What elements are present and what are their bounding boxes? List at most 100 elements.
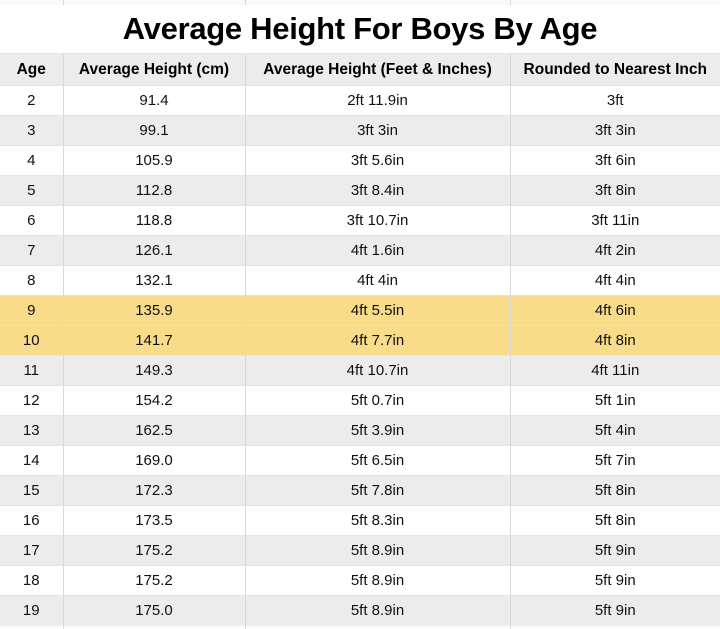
cell-rounded-inch: 5ft 9in (509, 565, 720, 596)
cell-age: 11 (0, 355, 63, 386)
cell-height-cm: 172.3 (62, 475, 245, 506)
table-row: 9 135.9 4ft 5.5in 4ft 6in (0, 295, 720, 326)
cell-height-cm: 175.2 (62, 565, 245, 596)
table-header: Age Average Height (cm) Average Height (… (0, 53, 720, 86)
cell-age: 19 (0, 595, 63, 626)
column-header-cm: Average Height (cm) (62, 53, 245, 86)
cropped-cell (245, 625, 510, 629)
cell-rounded-inch: 5ft 8in (509, 505, 720, 536)
table-row: 18 175.2 5ft 8.9in 5ft 9in (0, 565, 720, 596)
cell-height-feet-inches: 5ft 3.9in (244, 415, 510, 446)
height-table: Age Average Height (cm) Average Height (… (0, 53, 720, 626)
cropped-cell (0, 626, 63, 629)
cell-height-feet-inches: 3ft 10.7in (244, 205, 510, 236)
cell-height-feet-inches: 3ft 5.6in (244, 145, 510, 176)
table-row: 6 118.8 3ft 10.7in 3ft 11in (0, 205, 720, 236)
cropped-cell (510, 625, 720, 629)
cropped-row-top (0, 0, 720, 5)
cell-age: 4 (0, 145, 63, 176)
table-row: 17 175.2 5ft 8.9in 5ft 9in (0, 535, 720, 566)
cell-height-cm: 105.9 (62, 145, 245, 176)
cell-rounded-inch: 5ft 9in (509, 535, 720, 566)
cell-height-cm: 118.8 (62, 205, 245, 236)
cell-height-feet-inches: 2ft 11.9in (244, 85, 510, 116)
cell-height-feet-inches: 4ft 1.6in (244, 235, 510, 266)
cell-height-cm: 175.0 (62, 595, 245, 626)
cell-rounded-inch: 3ft 6in (509, 145, 720, 176)
cell-rounded-inch: 3ft 8in (509, 175, 720, 206)
cell-rounded-inch: 5ft 4in (509, 415, 720, 446)
table-row: 10 141.7 4ft 7.7in 4ft 8in (0, 325, 720, 356)
cell-height-cm: 154.2 (62, 385, 245, 416)
cell-height-cm: 149.3 (62, 355, 245, 386)
cell-age: 5 (0, 175, 63, 206)
cropped-row-bottom (0, 625, 720, 629)
cell-rounded-inch: 4ft 6in (509, 295, 720, 326)
table-row: 3 99.1 3ft 3in 3ft 3in (0, 115, 720, 146)
cell-age: 3 (0, 115, 63, 146)
cell-height-feet-inches: 5ft 8.3in (244, 505, 510, 536)
cell-age: 18 (0, 565, 63, 596)
header-row: Age Average Height (cm) Average Height (… (0, 53, 720, 86)
cell-height-feet-inches: 4ft 7.7in (244, 325, 510, 356)
table-row: 5 112.8 3ft 8.4in 3ft 8in (0, 175, 720, 206)
cell-height-cm: 135.9 (62, 295, 245, 326)
cell-height-feet-inches: 4ft 10.7in (244, 355, 510, 386)
cell-age: 14 (0, 445, 63, 476)
cropped-cell (0, 0, 63, 5)
cell-height-cm: 141.7 (62, 325, 245, 356)
cell-height-feet-inches: 5ft 6.5in (244, 445, 510, 476)
table-row: 16 173.5 5ft 8.3in 5ft 8in (0, 505, 720, 536)
cell-height-cm: 126.1 (62, 235, 245, 266)
table-row: 15 172.3 5ft 7.8in 5ft 8in (0, 475, 720, 506)
cell-height-cm: 99.1 (62, 115, 245, 146)
table-row: 14 169.0 5ft 6.5in 5ft 7in (0, 445, 720, 476)
cropped-cell (63, 625, 245, 629)
cell-height-feet-inches: 4ft 5.5in (244, 295, 510, 326)
cell-height-cm: 175.2 (62, 535, 245, 566)
cell-height-feet-inches: 5ft 0.7in (244, 385, 510, 416)
cell-rounded-inch: 5ft 8in (509, 475, 720, 506)
table-row: 13 162.5 5ft 3.9in 5ft 4in (0, 415, 720, 446)
column-header-age: Age (0, 53, 63, 86)
cell-rounded-inch: 3ft (509, 85, 720, 116)
table-body: 2 91.4 2ft 11.9in 3ft 3 99.1 3ft 3in 3ft 3in 4 10… (0, 85, 720, 626)
table-row: 2 91.4 2ft 11.9in 3ft (0, 85, 720, 116)
cell-age: 9 (0, 295, 63, 326)
cell-height-feet-inches: 5ft 8.9in (244, 565, 510, 596)
cell-height-cm: 132.1 (62, 265, 245, 296)
cell-height-feet-inches: 5ft 7.8in (244, 475, 510, 506)
cell-rounded-inch: 5ft 9in (509, 595, 720, 626)
cell-rounded-inch: 5ft 7in (509, 445, 720, 476)
cropped-cell (63, 0, 245, 5)
page-title: Average Height For Boys By Age (122, 11, 598, 46)
cell-height-cm: 162.5 (62, 415, 245, 446)
cell-rounded-inch: 4ft 11in (509, 355, 720, 386)
cell-age: 10 (0, 325, 63, 356)
table-row: 4 105.9 3ft 5.6in 3ft 6in (0, 145, 720, 176)
cell-height-feet-inches: 5ft 8.9in (244, 535, 510, 566)
cropped-cell (510, 0, 720, 5)
cell-age: 7 (0, 235, 63, 266)
column-header-rounded: Rounded to Nearest Inch (509, 53, 720, 86)
cell-age: 12 (0, 385, 63, 416)
cell-height-feet-inches: 5ft 8.9in (244, 595, 510, 626)
cell-age: 8 (0, 265, 63, 296)
cell-age: 6 (0, 205, 63, 236)
cell-age: 2 (0, 85, 63, 116)
cell-age: 15 (0, 475, 63, 506)
cell-height-cm: 169.0 (62, 445, 245, 476)
cell-height-feet-inches: 3ft 3in (244, 115, 510, 146)
cell-height-cm: 173.5 (62, 505, 245, 536)
table-row: 11 149.3 4ft 10.7in 4ft 11in (0, 355, 720, 386)
cell-rounded-inch: 4ft 2in (509, 235, 720, 266)
cell-rounded-inch: 4ft 4in (509, 265, 720, 296)
table-row: 8 132.1 4ft 4in 4ft 4in (0, 265, 720, 296)
cell-rounded-inch: 3ft 3in (509, 115, 720, 146)
column-header-feet-inches: Average Height (Feet & Inches) (244, 53, 510, 86)
cell-height-cm: 112.8 (62, 175, 245, 206)
cropped-cell (245, 0, 510, 5)
table-row: 12 154.2 5ft 0.7in 5ft 1in (0, 385, 720, 416)
cell-height-feet-inches: 3ft 8.4in (244, 175, 510, 206)
